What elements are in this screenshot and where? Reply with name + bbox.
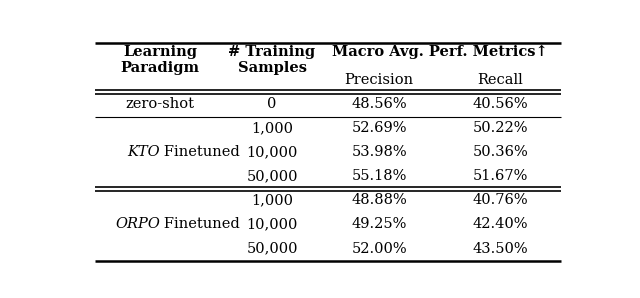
Text: 53.98%: 53.98% [351,145,407,159]
Text: 50,000: 50,000 [246,169,298,183]
Text: 52.69%: 52.69% [351,121,407,135]
Text: 50.22%: 50.22% [473,121,528,135]
Text: 1,000: 1,000 [251,121,293,135]
Text: Finetuned: Finetuned [161,145,239,159]
Text: 49.25%: 49.25% [351,218,407,232]
Text: ORPO: ORPO [115,218,160,232]
Text: 48.88%: 48.88% [351,193,407,207]
Text: 10,000: 10,000 [246,145,298,159]
Text: 50,000: 50,000 [246,242,298,256]
Text: 55.18%: 55.18% [351,169,407,183]
Text: 1,000: 1,000 [251,193,293,207]
Text: Recall: Recall [477,73,524,87]
Text: # Training
Samples: # Training Samples [228,45,316,75]
Text: Finetuned: Finetuned [161,218,239,232]
Text: 10,000: 10,000 [246,218,298,232]
Text: 40.76%: 40.76% [473,193,529,207]
Text: 51.67%: 51.67% [473,169,528,183]
Text: Precision: Precision [345,73,414,87]
Text: KTO: KTO [127,145,160,159]
Text: 42.40%: 42.40% [473,218,528,232]
Text: 50.36%: 50.36% [472,145,529,159]
Text: 52.00%: 52.00% [351,242,407,256]
Text: 0: 0 [268,97,276,111]
Text: 40.56%: 40.56% [473,97,529,111]
Text: Macro Avg. Perf. Metrics↑: Macro Avg. Perf. Metrics↑ [332,45,548,59]
Text: 48.56%: 48.56% [351,97,407,111]
Text: Learning
Paradigm: Learning Paradigm [121,45,200,75]
Text: 43.50%: 43.50% [473,242,529,256]
Text: zero-shot: zero-shot [125,97,195,111]
